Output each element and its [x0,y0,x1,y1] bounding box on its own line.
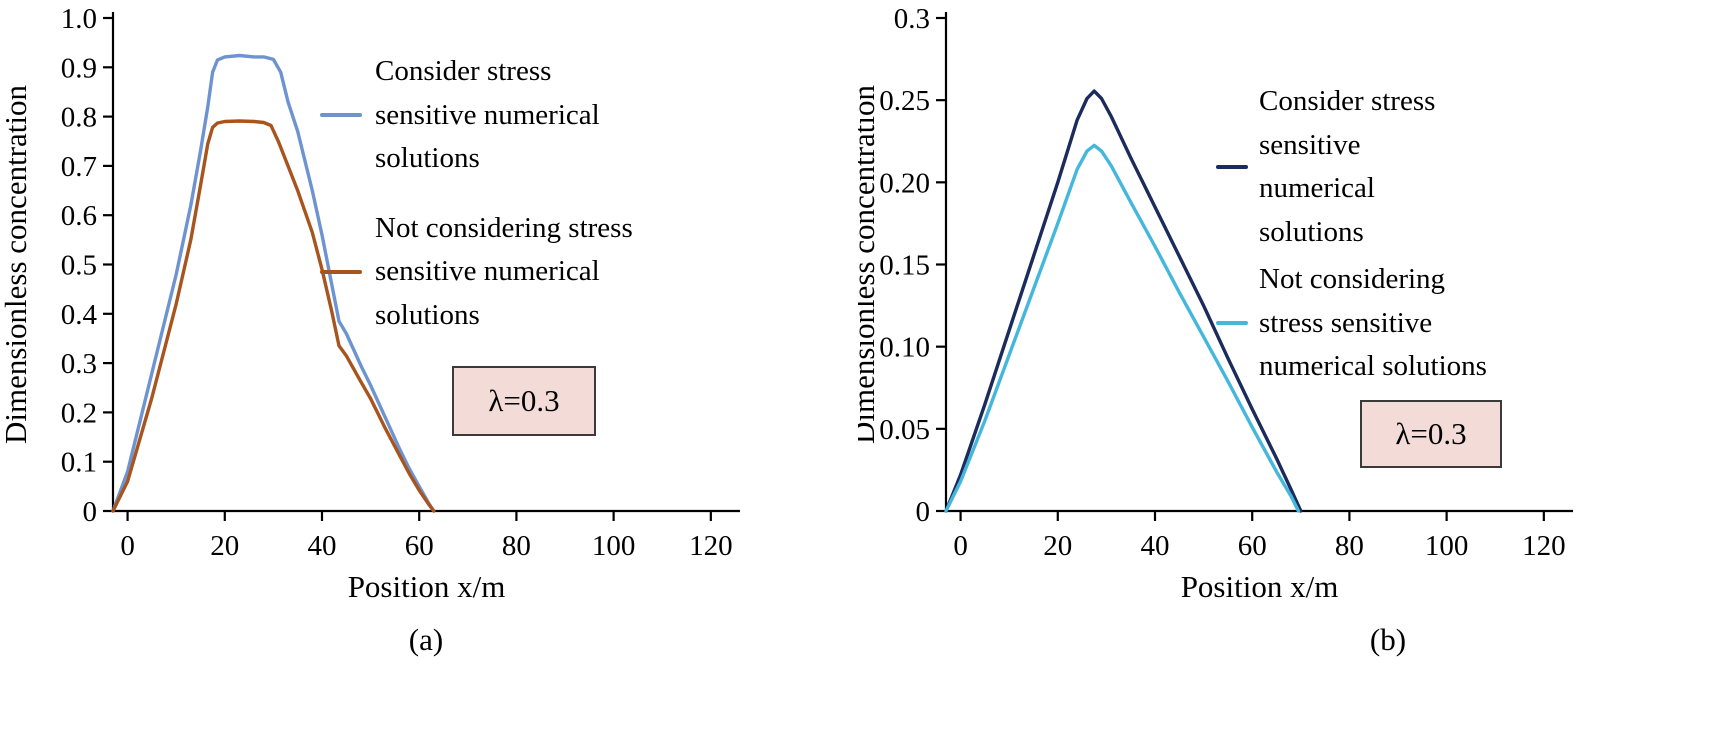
chart-a-canvas: 0 20 40 60 80 100 120 0 0.1 0.2 0.3 0.4 0.5 0.6 0.7 0.8… [0,3,740,604]
legend: Consider stress sensitive numerical soluti… [320,50,633,337]
panel-b: 0 20 40 60 80 100 120 0 0.05 0.10 0.15 0.20 0.25 0.3 P… [858,0,1716,734]
y-axis-label: Dimensionless concentration [858,85,881,444]
x-tick-label: 0 [953,530,968,562]
series-line-1 [111,119,436,513]
x-axis-label: Position x/m [1181,569,1339,604]
y-axis-label: Dimensionless concentration [0,85,33,444]
y-tick-label: 0.10 [879,332,930,364]
legend-label-line: Consider stress [1259,85,1436,117]
y-tick-label: 0.7 [61,151,97,183]
y-tick-label: 0 [83,496,98,528]
legend-label-line: sensitive numerical [375,98,600,131]
series-line-1 [944,143,1301,513]
legend-line-swatch [320,269,362,274]
legend-label-line: solutions [375,142,480,174]
y-tick-label: 0.20 [879,167,930,199]
x-tick-label: 40 [1141,530,1170,562]
x-tick-label: 0 [120,530,135,562]
x-tick-label: 120 [1522,530,1566,562]
legend-label-line: Consider stress [375,55,552,87]
legend-entry-1: Not considering stress sensitive numerica… [320,207,633,338]
y-tick-label: 0.8 [61,102,97,134]
y-tick-label: 0 [916,496,931,528]
legend-label-line: Not considering stress [375,211,633,244]
y-tick-label: 0.25 [879,85,930,117]
y-tick-label: 0.5 [61,250,97,282]
x-tick-label: 40 [308,530,337,562]
y-tick-label: 0.2 [61,397,97,429]
panel-a: 0 20 40 60 80 100 120 0 0.1 0.2 0.3 0.4 0.5 0.6 0.7 0.8… [0,0,858,734]
y-tick-label: 0.3 [894,3,930,35]
y-tick-label: 0.05 [879,414,930,446]
y-tick-label: 1.0 [61,3,97,35]
x-tick-label: 60 [405,530,434,562]
x-tick-label: 80 [502,530,531,562]
y-tick-label: 0.15 [879,250,930,282]
legend-label-line: solutions [375,298,480,331]
series-line-0 [944,89,1303,513]
x-tick-label: 100 [592,530,636,562]
lambda-annotation-box: λ=0.3 [1360,400,1502,468]
series-line-0 [111,53,436,513]
y-tick-label: 0.9 [61,52,97,84]
legend-label: Not considering stress sensitive numerical… [1259,258,1487,389]
x-tick-label: 100 [1425,530,1469,562]
x-tick-label: 60 [1238,530,1267,562]
legend-line-swatch [1216,165,1248,169]
legend-label-line: stress sensitive [1259,306,1433,339]
x-axis-label: Position x/m [348,569,506,604]
caption-b: (b) [1369,622,1407,657]
y-tick-label: 0.6 [61,200,97,232]
legend-label: Consider stress sensitive numerical solutio… [1259,80,1435,254]
legend-entry-0: Consider stress sensitive numerical solutio… [1216,80,1487,254]
legend-entry-0: Consider stress sensitive numerical soluti… [320,50,633,181]
lambda-annotation-box: λ=0.3 [452,366,596,436]
caption-a: (a) [408,622,444,657]
y-tick-label: 0.3 [61,348,97,380]
x-tick-label: 20 [1043,530,1072,562]
x-tick-label: 120 [689,530,733,562]
y-tick-label: 0.1 [61,447,97,479]
legend: Consider stress sensitive numerical solutio… [1216,80,1487,389]
legend-label-line: solutions [1259,215,1364,248]
legend-entry-1: Not considering stress sensitive numerical… [1216,258,1487,389]
legend-label-line: numerical [1259,172,1375,204]
legend-label-line: sensitive numerical [375,255,600,287]
legend-label: Consider stress sensitive numerical soluti… [375,50,600,181]
legend-label-line: Not considering [1259,263,1446,295]
legend-line-swatch [320,113,362,118]
x-tick-label: 20 [210,530,239,562]
legend-line-swatch [1216,321,1248,326]
chart-b-canvas: 0 20 40 60 80 100 120 0 0.05 0.10 0.15 0.20 0.25 0.3 P… [858,3,1573,604]
y-tick-label: 0.4 [61,299,98,331]
legend-label: Not considering stress sensitive numerica… [375,207,633,338]
x-tick-label: 80 [1335,530,1364,562]
legend-label-line: sensitive [1259,128,1361,161]
legend-label-line: numerical solutions [1259,350,1487,382]
